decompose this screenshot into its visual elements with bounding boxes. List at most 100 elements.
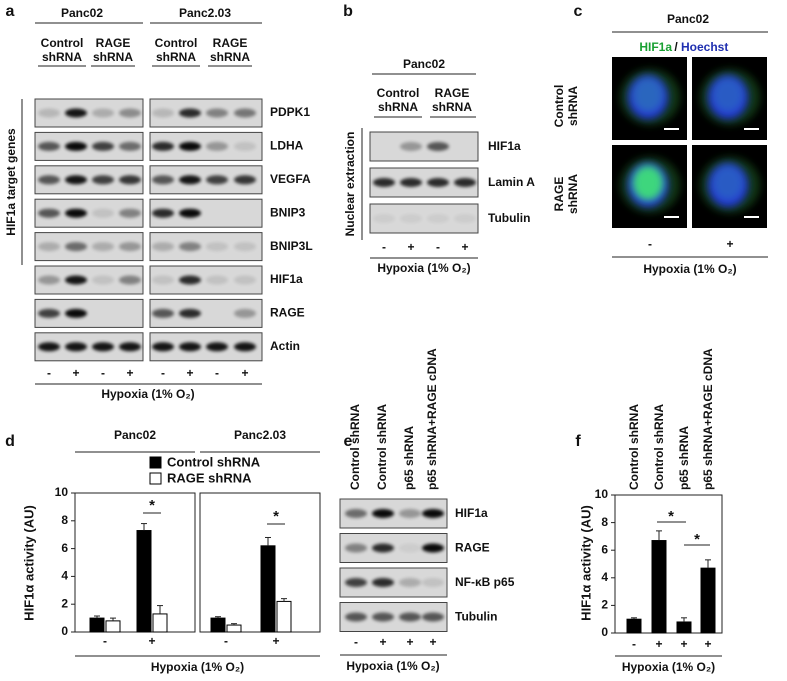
band (400, 142, 422, 151)
label: RAGE (270, 306, 305, 320)
bar (700, 567, 716, 634)
x-tick-label: - (632, 637, 636, 651)
band (372, 509, 394, 518)
bar (152, 613, 168, 633)
band (454, 178, 476, 187)
y-tick-label: 0 (61, 624, 68, 638)
legend-label: RAGE shRNA (167, 470, 252, 485)
band (65, 275, 87, 285)
band (427, 214, 449, 223)
band (427, 178, 449, 187)
label: d (5, 433, 15, 450)
band (152, 108, 174, 118)
label: NF-κB p65 (455, 575, 515, 589)
label: Control shRNA (375, 404, 389, 490)
band (92, 208, 114, 218)
band (399, 543, 421, 553)
band (345, 509, 367, 518)
y-tick-label: 2 (61, 596, 68, 610)
plot-frame (74, 492, 196, 633)
band (234, 175, 256, 185)
band (65, 175, 87, 185)
plot-frame (199, 492, 321, 633)
band (38, 141, 60, 151)
band (206, 175, 228, 185)
label: Panc02 (403, 57, 445, 71)
x-category-label: Control shRNA (627, 404, 641, 490)
band (234, 275, 256, 285)
band (119, 342, 141, 352)
band (119, 175, 141, 185)
band (119, 141, 141, 151)
x-category-label: p65 shRNA (677, 426, 691, 490)
band (38, 208, 60, 218)
band (65, 342, 87, 352)
band (65, 108, 87, 118)
y-tick-label: 4 (601, 570, 608, 584)
bar (626, 618, 642, 634)
label: RAGE (455, 541, 490, 555)
band (372, 578, 394, 587)
band (152, 308, 174, 318)
x-tick-label: + (655, 637, 662, 651)
band (179, 275, 201, 285)
bar (210, 617, 226, 633)
band (92, 175, 114, 185)
bar (260, 545, 276, 633)
band (38, 308, 60, 318)
label: PDPK1 (270, 105, 310, 119)
band (373, 214, 395, 223)
label: + (407, 240, 414, 254)
label: RAGE shRNA (431, 86, 472, 114)
band (206, 141, 228, 151)
bar (651, 540, 667, 634)
band (206, 242, 228, 252)
label: Control shRNA (348, 404, 362, 490)
significance: * (668, 508, 674, 525)
hif-signal (712, 77, 744, 113)
y-tick-label: 10 (595, 487, 609, 501)
x-tick-label: + (704, 637, 711, 651)
label: RAGE shRNA (92, 36, 133, 64)
label: HIF1a (455, 506, 488, 520)
label: c (574, 3, 583, 20)
label: + (186, 366, 193, 380)
y-tick-label: 10 (55, 485, 69, 499)
label: HIF1a target genes (4, 128, 18, 236)
band (345, 612, 367, 622)
band (345, 543, 367, 553)
label: - (436, 240, 440, 254)
label: HIF1a (639, 40, 672, 54)
y-axis-label: HIF1α activity (AU) (21, 505, 36, 621)
band (234, 308, 256, 318)
hif-signal (712, 165, 744, 201)
bar (105, 620, 121, 633)
y-tick-label: 0 (601, 625, 608, 639)
label: + (726, 237, 733, 251)
label: p65 shRNA+RAGE cDNA (425, 348, 439, 490)
band (399, 578, 421, 587)
band (345, 578, 367, 587)
x-category-label: p65 shRNA+RAGE cDNA (701, 348, 715, 490)
band (65, 141, 87, 151)
bar (136, 530, 152, 633)
plot-frame (614, 494, 723, 634)
label: VEGFA (270, 172, 311, 186)
chart-title: Panc02 (114, 428, 156, 442)
band (422, 578, 444, 587)
label: Nuclear extraction (343, 132, 357, 237)
label: HIF1a (488, 139, 521, 153)
y-tick-label: 2 (601, 598, 608, 612)
bar (89, 617, 105, 633)
label: + (406, 635, 413, 649)
significance: * (149, 497, 155, 514)
label: + (126, 366, 133, 380)
band (422, 612, 444, 622)
label: Hypoxia (1% O₂) (377, 261, 470, 275)
band (234, 108, 256, 118)
label: Control shRNA (154, 36, 198, 64)
label: Control shRNA (40, 36, 84, 64)
label: Actin (270, 339, 300, 353)
band (152, 242, 174, 252)
